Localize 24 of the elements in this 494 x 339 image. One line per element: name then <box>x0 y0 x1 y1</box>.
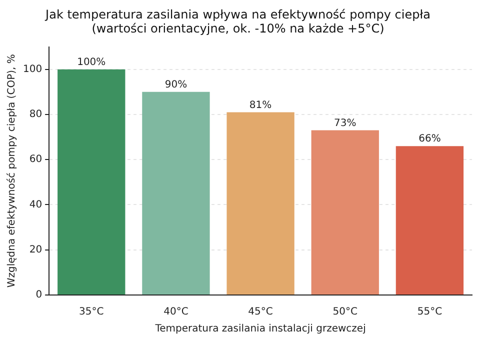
bar <box>58 69 126 294</box>
data-label: 73% <box>334 118 356 129</box>
x-tick-label: 55°C <box>417 306 442 318</box>
x-tick-label: 40°C <box>164 306 188 318</box>
x-axis-title: Temperatura zasilania instalacji grzewczej <box>154 324 366 335</box>
bar <box>226 112 294 294</box>
y-tick-label: 20 <box>29 244 42 256</box>
y-tick-label: 80 <box>29 109 42 120</box>
bar <box>142 92 210 294</box>
data-label: 81% <box>249 100 272 111</box>
y-tick-label: 0 <box>36 290 42 301</box>
x-tick-label: 45°C <box>248 306 273 318</box>
data-label: 90% <box>164 80 188 91</box>
y-axis-title: Względna efektywność pompy ciepła (COP), % <box>6 54 18 288</box>
y-tick-label: 60 <box>29 154 42 166</box>
x-tick-label: 50°C <box>332 306 358 318</box>
y-tick-label: 40 <box>29 199 42 210</box>
bar <box>396 146 464 294</box>
chart-title: Jak temperatura zasilania wpływa na efektywność pompy ciepła (wartości orientacyjne, ok. -10% na każde +5°C) <box>44 7 430 36</box>
bar <box>311 130 379 294</box>
data-label: 66% <box>418 134 441 145</box>
data-label: 100% <box>77 56 106 68</box>
x-tick-label: 35°C <box>79 306 104 318</box>
y-tick-label: 100 <box>22 64 42 75</box>
